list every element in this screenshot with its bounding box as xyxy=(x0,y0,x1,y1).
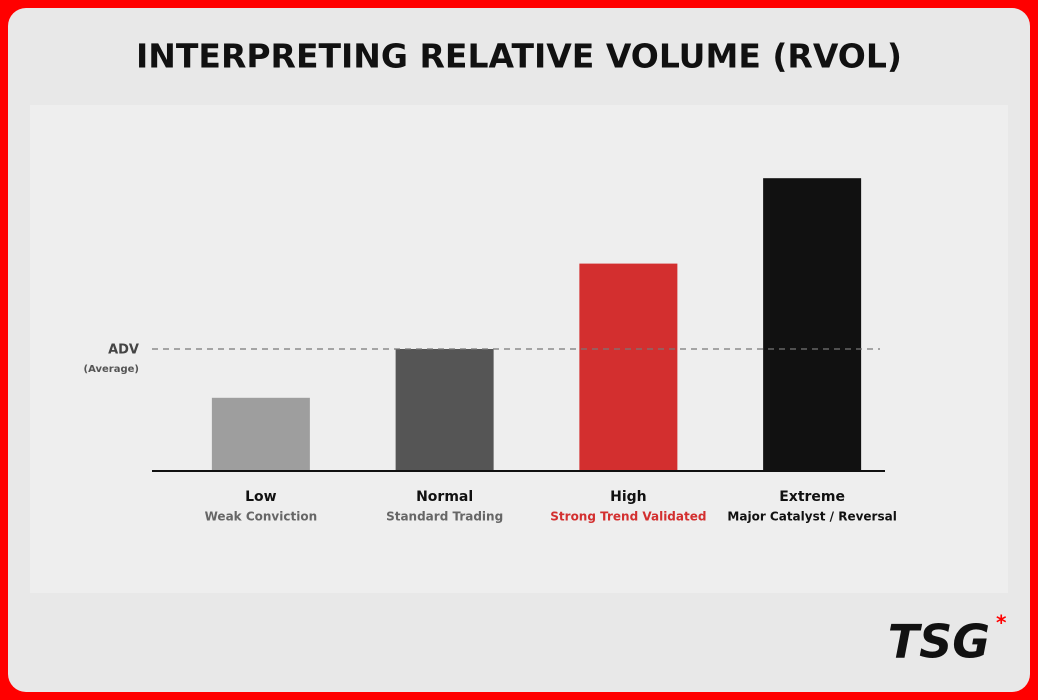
bar xyxy=(395,349,494,471)
category-sublabel: Strong Trend Validated xyxy=(550,510,706,524)
category-sublabel: Major Catalyst / Reversal xyxy=(727,510,896,524)
category-label: Normal xyxy=(416,489,473,505)
reference-label: ADV xyxy=(108,343,139,358)
category-label: Extreme xyxy=(779,489,845,505)
chart-title: INTERPRETING RELATIVE VOLUME (RVOL) xyxy=(136,37,902,76)
category-label: Low xyxy=(245,489,277,505)
brand-logo: TSG xyxy=(888,615,990,669)
bar xyxy=(763,178,862,471)
reference-sublabel: (Average) xyxy=(84,364,139,375)
category-label: High xyxy=(610,489,647,505)
bar xyxy=(579,263,678,471)
bar xyxy=(211,397,310,471)
category-sublabel: Standard Trading xyxy=(386,510,503,524)
logo-star: * xyxy=(996,611,1007,635)
category-sublabel: Weak Conviction xyxy=(205,510,317,524)
